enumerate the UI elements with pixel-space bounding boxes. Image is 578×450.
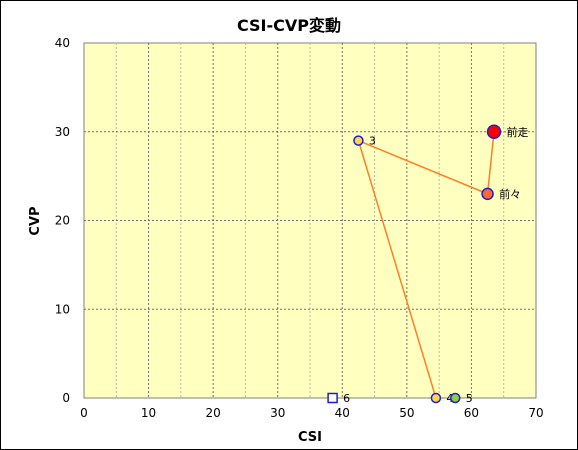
data-point	[450, 392, 461, 404]
series-line	[357, 131, 495, 399]
data-point	[353, 135, 364, 146]
y-axis-title: CVP	[28, 206, 43, 235]
y-tick-label: 40	[55, 36, 70, 50]
data-label: 6	[343, 392, 350, 405]
y-tick-label: 10	[55, 302, 70, 316]
x-tick-label: 0	[80, 406, 88, 420]
data-point	[486, 124, 502, 139]
data-point	[430, 392, 442, 404]
data-label: 3	[369, 135, 376, 148]
x-tick-label: 70	[528, 406, 543, 420]
x-axis-title: CSI	[298, 430, 322, 445]
y-tick-label: 30	[55, 125, 70, 139]
x-tick-label: 10	[141, 406, 156, 420]
data-label: 4	[446, 392, 453, 405]
x-tick-label: 60	[464, 406, 479, 420]
y-tick-label: 0	[62, 391, 70, 405]
x-tick-label: 50	[399, 406, 414, 420]
data-label: 5	[466, 392, 473, 405]
data-point	[481, 187, 494, 201]
data-label: 前走	[507, 125, 529, 139]
data-point	[327, 392, 338, 404]
data-label: 前々	[499, 187, 521, 201]
x-tick-label: 20	[206, 406, 221, 420]
y-tick-label: 20	[55, 214, 70, 228]
x-tick-label: 30	[270, 406, 285, 420]
x-tick-label: 40	[335, 406, 350, 420]
chart-title: CSI-CVP変動	[237, 16, 341, 35]
